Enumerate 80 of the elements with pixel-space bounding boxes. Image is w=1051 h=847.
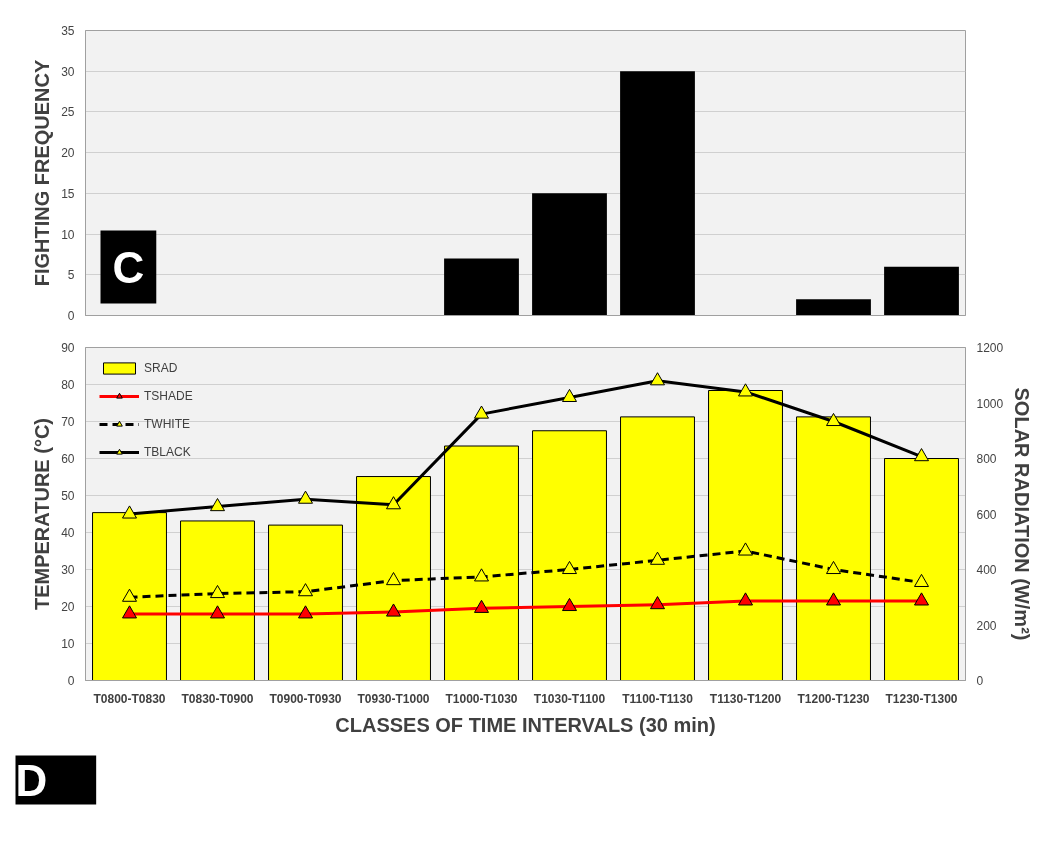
point [738, 383, 753, 397]
y-axis-title: FIGHTING FREQUENCY [31, 59, 54, 287]
bar [444, 258, 519, 316]
point [738, 542, 753, 556]
legend-label: TBLACK [144, 445, 191, 459]
y-tick-label: 40 [61, 526, 75, 540]
y-tick-label: 25 [61, 105, 75, 120]
point [474, 405, 489, 419]
point [298, 605, 313, 619]
y-tick-label: 20 [61, 146, 75, 161]
x-tick-label: T1000-T1030 [445, 691, 518, 706]
point [826, 592, 841, 606]
y-tick-label: 15 [61, 186, 75, 201]
point [386, 603, 401, 617]
x-tick-label: T1100-T1130 [622, 691, 694, 706]
y-tick-label: 0 [67, 309, 75, 323]
legend-label: TWHITE [144, 417, 190, 431]
point [386, 572, 401, 586]
point [210, 498, 225, 512]
legend-label: TSHADE [144, 389, 193, 403]
x-tick-label: T1230-T1300 [885, 691, 958, 706]
y2-tick-label: 200 [976, 618, 997, 633]
y-tick-label: 90 [61, 341, 75, 355]
y-tick-label: 80 [61, 378, 75, 392]
y-tick-label: 20 [61, 600, 75, 614]
x-tick-label: T0930-T1000 [357, 691, 430, 706]
text: D [15, 755, 48, 805]
point [826, 412, 841, 427]
bar [796, 299, 871, 316]
point [650, 372, 665, 386]
x-axis-title: CLASSES OF TIME INTERVALS (30 min) [335, 713, 716, 736]
point [210, 584, 225, 599]
x-tick-label: T1200-T1230 [797, 691, 870, 706]
point [562, 597, 577, 612]
y-tick-label: 30 [61, 64, 75, 79]
x-tick-label: T0800-T0830 [93, 691, 166, 706]
y2-tick-label: 1200 [976, 341, 1004, 355]
point [122, 505, 137, 519]
y-axis-title: TEMPERATURE (°C) [31, 417, 54, 611]
x-tick-label: T0900-T0930 [269, 691, 342, 706]
point [298, 583, 313, 597]
point [738, 592, 753, 606]
x-tick-label: T1030-T1100 [533, 691, 606, 706]
bar [884, 266, 959, 316]
point [650, 596, 665, 610]
point [474, 599, 489, 613]
bar [620, 71, 695, 316]
point [298, 490, 313, 504]
y-tick-label: 70 [61, 415, 75, 429]
point [826, 560, 841, 575]
y2-tick-label: 400 [976, 563, 997, 577]
y-tick-label: 10 [61, 227, 75, 242]
x-tick-label: T1130-T1200 [709, 691, 782, 706]
y2-tick-label: 0 [976, 674, 984, 688]
y-tick-label: 0 [67, 674, 75, 688]
annotation: C [112, 242, 145, 292]
bar [532, 193, 607, 316]
point [914, 592, 929, 606]
y2-tick-label: 1000 [976, 396, 1004, 411]
point [122, 588, 137, 602]
point [914, 448, 929, 462]
point [122, 605, 137, 619]
y-tick-label: 35 [61, 24, 75, 38]
y2-tick-label: 800 [976, 452, 997, 466]
point [562, 560, 577, 575]
point [650, 551, 665, 565]
point [210, 605, 225, 619]
y2-axis-title: SOLAR RADIATION (W/m²) [1011, 387, 1034, 641]
x-tick-label: T0830-T0900 [181, 691, 254, 706]
legend-label: SRAD [144, 361, 178, 375]
y2-tick-label: 600 [976, 507, 997, 522]
y-tick-label: 60 [61, 452, 75, 466]
y-tick-label: 10 [61, 637, 75, 651]
point [562, 388, 577, 402]
point [386, 496, 401, 510]
y-tick-label: 50 [61, 489, 75, 503]
y-tick-label: 30 [61, 563, 75, 577]
y-tick-label: 5 [67, 268, 75, 283]
point [914, 573, 929, 587]
point [474, 568, 489, 582]
